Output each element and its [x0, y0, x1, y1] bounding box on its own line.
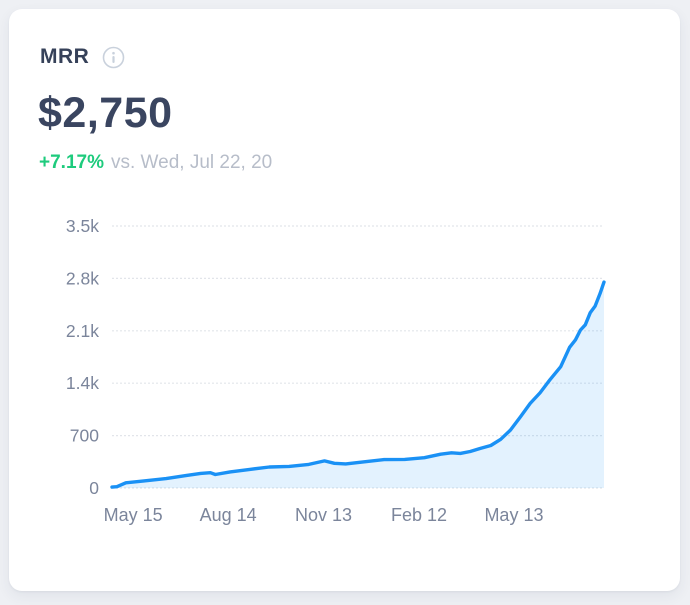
info-icon[interactable]	[102, 46, 125, 69]
mrr-line-series	[110, 280, 606, 489]
change-row: +7.17% vs. Wed, Jul 22, 20	[39, 152, 272, 174]
x-axis-tick-label: Nov 13	[295, 505, 352, 525]
mrr-value: $2,750	[38, 89, 173, 137]
change-percent: +7.17%	[39, 152, 104, 173]
y-axis-tick-label: 3.5k	[66, 216, 99, 236]
card-title: MRR	[40, 45, 90, 68]
card-header: MRR	[40, 45, 125, 69]
x-axis-tick-label: Feb 12	[391, 505, 447, 525]
y-axis-tick-label: 2.1k	[66, 321, 99, 341]
x-axis-tick-label: May 13	[484, 505, 543, 525]
mrr-chart[interactable]: 0 700 1.4k 2.1k 2.8k 3.5k May 15 Aug 14 Nov 13 Fe…	[30, 205, 660, 535]
mrr-area-fill	[112, 282, 604, 488]
x-axis-tick-label: Aug 14	[200, 505, 257, 525]
y-axis-tick-label: 2.8k	[66, 268, 99, 288]
mrr-card: MRR $2,750 +7.17% vs. Wed, Jul 22, 20 0 7…	[9, 9, 680, 591]
y-axis-tick-label: 1.4k	[66, 373, 99, 393]
x-axis-tick-label: May 15	[104, 505, 163, 525]
y-axis-tick-label: 700	[70, 426, 99, 446]
y-axis-tick-label: 0	[89, 478, 99, 498]
comparison-label: vs. Wed, Jul 22, 20	[110, 152, 273, 173]
